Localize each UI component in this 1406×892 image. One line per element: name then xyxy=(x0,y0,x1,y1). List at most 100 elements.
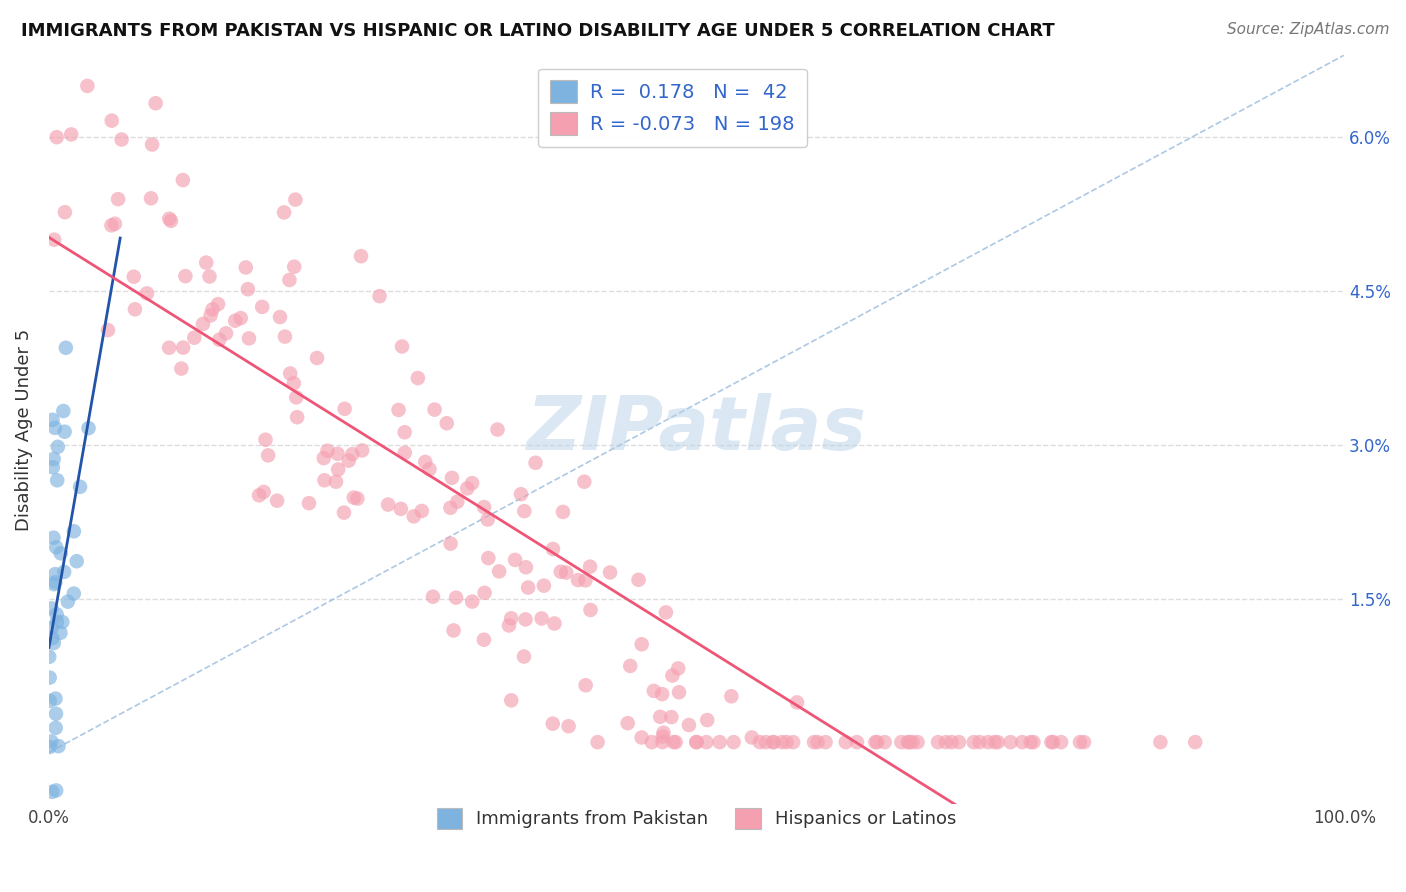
Point xyxy=(46,473,69,487)
Point xyxy=(948,735,970,749)
Text: IMMIGRANTS FROM PAKISTAN VS HISPANIC OR LATINO DISABILITY AGE UNDER 5 CORRELATIO: IMMIGRANTS FROM PAKISTAN VS HISPANIC OR … xyxy=(21,22,1054,40)
Point xyxy=(45,706,67,721)
Point xyxy=(630,637,652,651)
Point xyxy=(762,735,785,749)
Point xyxy=(550,565,572,579)
Point xyxy=(215,326,238,341)
Point xyxy=(1011,735,1033,749)
Point xyxy=(285,390,308,404)
Point xyxy=(1073,735,1095,749)
Point xyxy=(38,671,60,685)
Point xyxy=(641,735,664,749)
Point xyxy=(247,488,270,502)
Point xyxy=(941,735,963,749)
Text: ZIPatlas: ZIPatlas xyxy=(527,392,866,466)
Point xyxy=(157,211,180,226)
Point xyxy=(136,286,159,301)
Point xyxy=(284,193,307,207)
Point xyxy=(44,575,66,590)
Point xyxy=(709,735,731,749)
Point xyxy=(661,668,683,682)
Point xyxy=(42,636,65,650)
Point xyxy=(1040,735,1063,749)
Point xyxy=(472,632,495,647)
Point xyxy=(806,735,828,749)
Point xyxy=(172,173,194,187)
Point xyxy=(53,425,76,439)
Point xyxy=(488,565,510,579)
Point xyxy=(436,416,458,430)
Point xyxy=(440,471,463,485)
Point xyxy=(52,404,75,418)
Point xyxy=(387,403,409,417)
Legend: Immigrants from Pakistan, Hispanics or Latinos: Immigrants from Pakistan, Hispanics or L… xyxy=(429,800,963,836)
Point xyxy=(418,462,440,476)
Point xyxy=(46,615,69,629)
Point xyxy=(41,631,63,645)
Point xyxy=(352,443,374,458)
Point xyxy=(141,137,163,152)
Point xyxy=(42,531,65,545)
Point xyxy=(283,260,305,274)
Point xyxy=(42,577,65,591)
Point xyxy=(342,447,364,461)
Y-axis label: Disability Age Under 5: Disability Age Under 5 xyxy=(15,328,32,531)
Point xyxy=(627,573,650,587)
Point xyxy=(422,590,444,604)
Point xyxy=(170,361,193,376)
Point xyxy=(1069,735,1091,749)
Point xyxy=(60,128,83,142)
Point xyxy=(278,273,301,287)
Point xyxy=(38,739,60,754)
Point xyxy=(110,132,132,146)
Point xyxy=(461,594,484,608)
Point xyxy=(368,289,391,303)
Point xyxy=(890,735,912,749)
Point xyxy=(343,491,366,505)
Point xyxy=(41,413,63,427)
Point xyxy=(444,591,467,605)
Point xyxy=(229,311,252,326)
Point xyxy=(42,451,65,466)
Point xyxy=(668,685,690,699)
Point xyxy=(172,341,194,355)
Point xyxy=(337,453,360,467)
Point xyxy=(935,735,957,749)
Point xyxy=(927,735,949,749)
Point xyxy=(439,500,461,515)
Point xyxy=(803,735,825,749)
Point xyxy=(782,735,804,749)
Point xyxy=(195,255,218,269)
Point xyxy=(651,735,673,749)
Point xyxy=(413,455,436,469)
Point xyxy=(326,462,349,476)
Point xyxy=(898,735,921,749)
Point xyxy=(983,735,1005,749)
Point xyxy=(616,716,638,731)
Point xyxy=(510,487,533,501)
Point xyxy=(498,618,520,632)
Point xyxy=(969,735,991,749)
Point xyxy=(274,329,297,343)
Point xyxy=(325,475,347,489)
Point xyxy=(873,735,896,749)
Point xyxy=(45,541,67,555)
Point xyxy=(44,567,66,582)
Point xyxy=(1022,735,1045,749)
Point xyxy=(254,433,277,447)
Point xyxy=(174,269,197,284)
Point xyxy=(666,661,689,675)
Point xyxy=(253,484,276,499)
Point xyxy=(524,456,547,470)
Point xyxy=(41,621,63,635)
Point xyxy=(643,684,665,698)
Point xyxy=(567,573,589,587)
Point xyxy=(63,524,86,539)
Point xyxy=(107,192,129,206)
Point xyxy=(122,269,145,284)
Point xyxy=(486,423,509,437)
Point xyxy=(655,606,678,620)
Point xyxy=(762,735,785,749)
Point xyxy=(124,302,146,317)
Point xyxy=(191,317,214,331)
